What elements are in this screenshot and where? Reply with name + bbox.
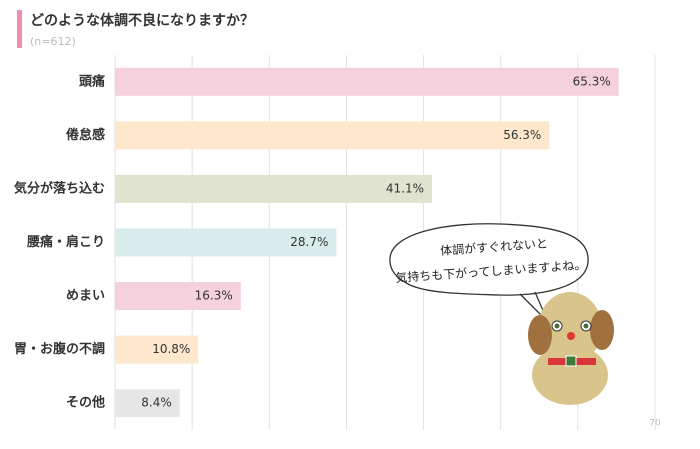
bar <box>115 389 180 418</box>
value-label: 65.3% <box>573 74 611 88</box>
category-label: 気分が落ち込む <box>14 180 105 196</box>
plot: 70 頭痛 65.3% 倦怠感 56.3% 気分が落ち込む 41.1% 腰痛・肩こり 28.7%… <box>14 55 661 430</box>
dog-illustration <box>528 292 614 405</box>
category-label: めまい <box>66 289 105 304</box>
bar <box>115 282 241 311</box>
value-label: 41.1% <box>386 181 424 195</box>
value-label: 10.8% <box>152 342 190 356</box>
x-tick-label: 70 <box>649 419 661 429</box>
chart-subtitle: (n=612) <box>30 35 76 48</box>
value-label: 8.4% <box>141 396 172 410</box>
category-label: 頭痛 <box>79 73 105 89</box>
bar <box>115 228 337 257</box>
category-label: その他 <box>66 395 105 411</box>
category-label: 胃・お腹の不調 <box>14 341 105 357</box>
bar <box>115 335 199 364</box>
bar <box>115 174 433 203</box>
value-label: 16.3% <box>195 289 233 303</box>
title-marker <box>17 10 22 48</box>
chart-title: どのような体調不良になりますか？ <box>30 12 254 29</box>
value-label: 56.3% <box>503 128 541 142</box>
bar <box>115 121 550 150</box>
category-label: 倦怠感 <box>66 127 105 143</box>
category-label: 腰痛・肩こり <box>26 234 105 250</box>
value-label: 28.7% <box>290 235 328 249</box>
bar <box>115 67 619 96</box>
